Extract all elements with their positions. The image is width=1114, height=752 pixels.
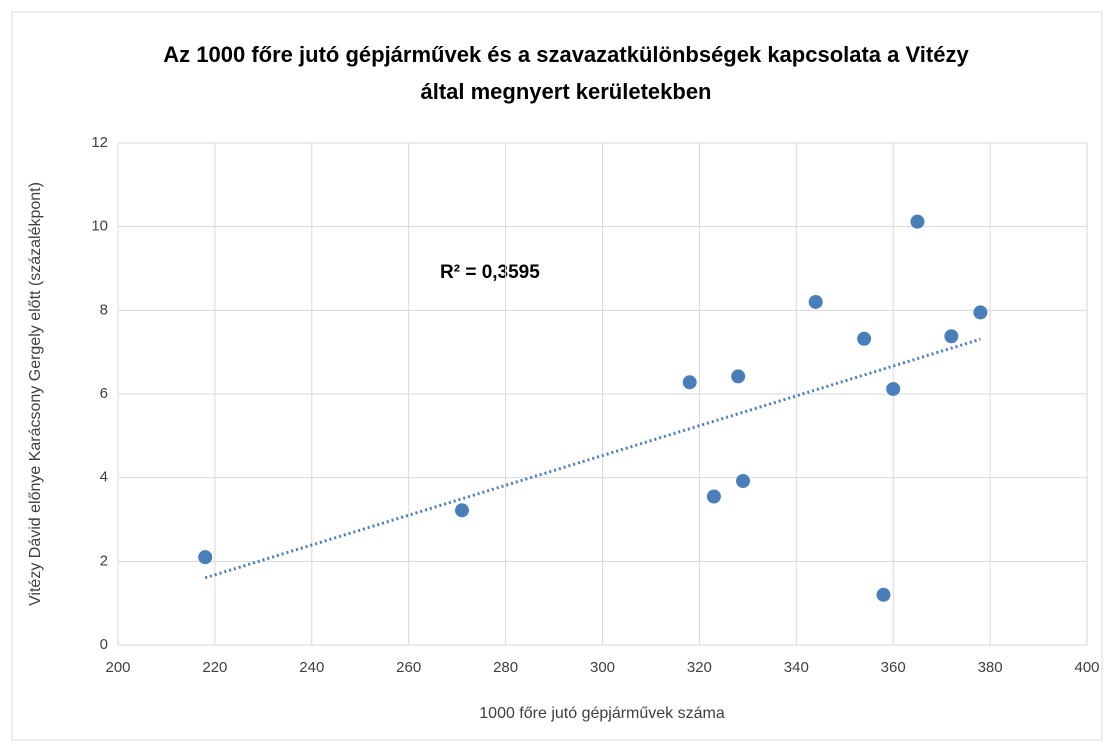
scatter-point (682, 375, 697, 390)
x-tick-label: 400 (1074, 659, 1099, 676)
y-tick-label: 12 (91, 134, 108, 151)
scatter-point (198, 550, 213, 565)
y-tick-label: 4 (100, 469, 108, 486)
chart-border (11, 11, 1103, 741)
x-tick-label: 340 (784, 659, 809, 676)
scatter-point (736, 474, 751, 489)
x-tick-label: 380 (978, 659, 1003, 676)
scatter-point (876, 587, 891, 602)
x-axis-label: 1000 főre jutó gépjárművek száma (479, 705, 725, 722)
y-tick-label: 2 (100, 552, 108, 569)
scatter-point (910, 214, 925, 229)
y-tick-label: 8 (100, 301, 108, 318)
x-tick-label: 300 (590, 659, 615, 676)
x-tick-label: 220 (202, 659, 227, 676)
x-tick-label: 320 (687, 659, 712, 676)
x-tick-label: 200 (105, 659, 130, 676)
scatter-point (808, 294, 823, 309)
x-tick-label: 240 (299, 659, 324, 676)
scatter-point (857, 331, 872, 346)
y-tick-label: 10 (91, 218, 108, 235)
scatter-point (454, 503, 469, 518)
scatter-point (706, 489, 721, 504)
chart-title: Az 1000 főre jutó gépjárművek és a szava… (163, 42, 969, 67)
chart-title: által megnyert kerületekben (420, 79, 711, 104)
scatter-point (731, 369, 746, 384)
x-tick-label: 360 (881, 659, 906, 676)
y-tick-label: 0 (100, 636, 108, 653)
scatter-point (973, 305, 988, 320)
trendline (204, 337, 981, 580)
y-tick-label: 6 (100, 385, 108, 402)
r-squared-annotation: R² = 0,3595 (440, 262, 540, 283)
scatter-point (886, 381, 901, 396)
scatter-point (944, 329, 959, 344)
x-tick-label: 260 (396, 659, 421, 676)
y-axis-label: Vitézy Dávid előnye Karácsony Gergely el… (27, 182, 44, 606)
x-tick-label: 280 (493, 659, 518, 676)
